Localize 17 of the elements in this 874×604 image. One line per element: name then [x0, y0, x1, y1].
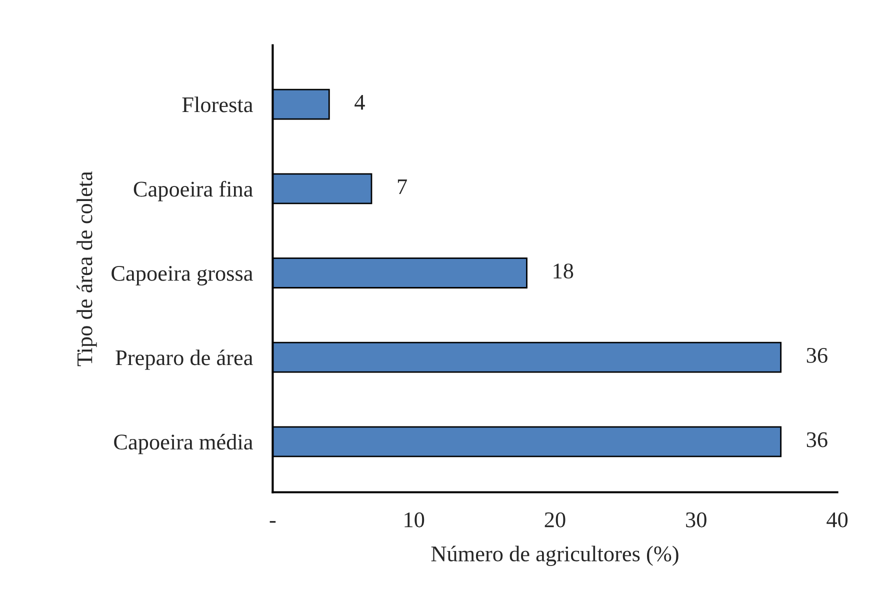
x-tick-label: 20	[544, 512, 566, 528]
y-tick-label: Capoeira média	[114, 434, 253, 454]
data-label: 4	[354, 95, 365, 110]
x-tick-label: 10	[404, 512, 424, 528]
y-tick-label: Capoeira fina	[134, 180, 253, 202]
data-label: 36	[806, 432, 828, 448]
data-label: 7	[398, 179, 407, 194]
x-tick-label: 30	[686, 512, 706, 528]
data-label: 18	[554, 264, 574, 279]
x-tick-label: 40	[826, 512, 848, 528]
y-axis-title: Tipo de área de coleta	[76, 171, 97, 366]
y-tick-label: Preparo de área	[116, 350, 253, 370]
y-tick-label: Floresta	[182, 96, 253, 112]
x-tick-label: -	[270, 521, 276, 523]
x-axis-title: Número de agricultores (%)	[431, 546, 678, 566]
data-label: 36	[806, 348, 828, 363]
y-tick-label: Capoeira grossa	[112, 266, 253, 286]
